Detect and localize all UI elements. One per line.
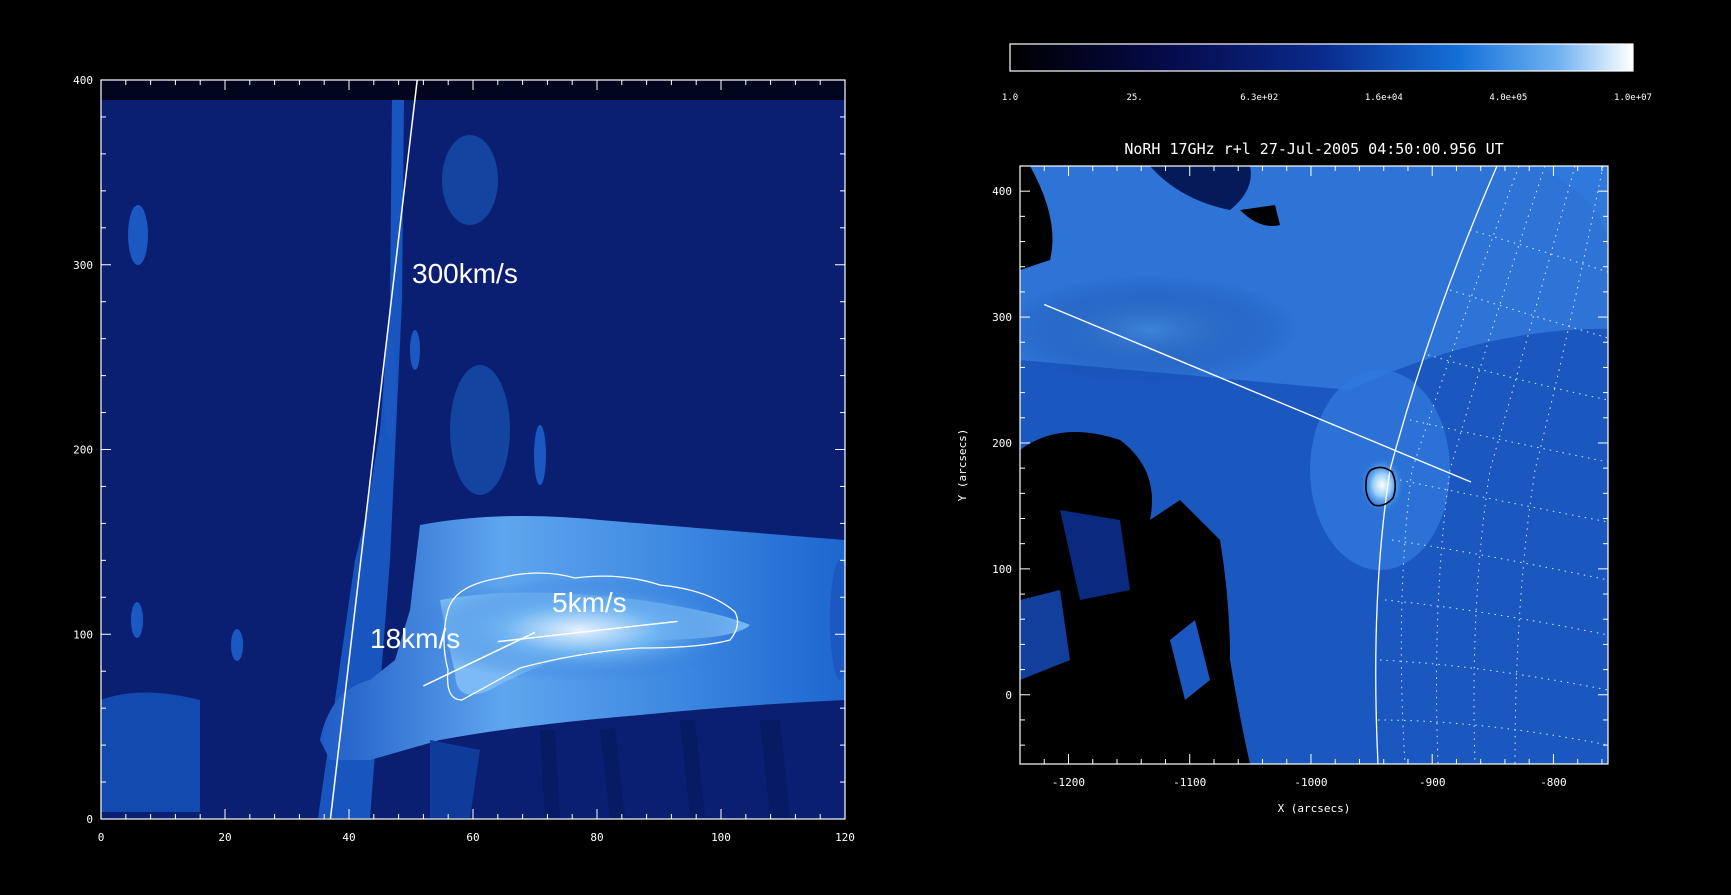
right-axis-ticks: -1200 -1100 -1000 -900 -800 0 100 200 300 400 (992, 165, 1608, 789)
x-tick-label: 100 (711, 831, 731, 844)
left-fit-lines (329, 79, 678, 820)
colorbar-tick-labels: 1.0 25. 6.3e+02 1.6e+04 4.0e+05 1.0e+07 (1002, 93, 1652, 103)
right-x-axis-title: X (arcsecs) (1278, 802, 1351, 815)
y-tick-label: 0 (86, 813, 93, 826)
colorbar-tick-label: 1.0e+07 (1614, 93, 1652, 103)
x-tick-label: -1100 (1173, 776, 1206, 789)
fit-line (497, 620, 678, 643)
y-tick-label: 400 (992, 185, 1012, 198)
x-tick-label: 120 (835, 831, 855, 844)
y-tick-label: 200 (73, 444, 93, 457)
x-tick-label: 80 (590, 831, 603, 844)
colorbar-tick-label: 1.0 (1002, 93, 1018, 103)
right-axes-frame (1019, 165, 1609, 765)
velocity-label: 5km/s (552, 587, 627, 618)
colorbar-tick-label: 25. (1126, 93, 1142, 103)
x-tick-label: -800 (1540, 776, 1567, 789)
left-heatmap-image (101, 80, 845, 819)
right-heatmap-image (1020, 166, 1608, 764)
y-tick-label: 200 (992, 437, 1012, 450)
colorbar-tick-label: 6.3e+02 (1240, 93, 1278, 103)
y-tick-label: 400 (73, 74, 93, 87)
heliographic-grid (1377, 166, 1608, 764)
x-tick-label: 0 (98, 831, 105, 844)
x-tick-label: -1200 (1052, 776, 1085, 789)
y-tick-label: 100 (73, 628, 93, 641)
right-panel: 1.0 25. 6.3e+02 1.6e+04 4.0e+05 1.0e+07 NoRH … (956, 43, 1652, 815)
colorbar-tick-label: 1.6e+04 (1365, 93, 1403, 103)
x-tick-label: 40 (342, 831, 355, 844)
left-axis-ticks: 0 20 40 60 80 100 120 0 100 200 300 400 (73, 74, 855, 844)
velocity-label: 300km/s (412, 258, 518, 289)
right-plot-title: NoRH 17GHz r+l 27-Jul-2005 04:50:00.956 … (1124, 140, 1503, 158)
left-annotation-labels: 300km/s 18km/s 5km/s (370, 258, 627, 654)
slit-line (1043, 303, 1472, 483)
x-tick-label: -900 (1419, 776, 1446, 789)
x-tick-label: -1000 (1294, 776, 1327, 789)
x-tick-label: 20 (218, 831, 231, 844)
velocity-label: 18km/s (370, 623, 460, 654)
y-tick-label: 300 (992, 311, 1012, 324)
right-y-axis-title: Y (arcsecs) (956, 429, 969, 502)
fit-line (329, 79, 418, 820)
fit-line (423, 631, 536, 687)
left-white-contour (443, 572, 739, 701)
source-contour (1365, 466, 1397, 507)
x-tick-label: 60 (466, 831, 479, 844)
y-tick-label: 0 (1005, 689, 1012, 702)
colorbar (1009, 43, 1634, 72)
left-panel: 300km/s 18km/s 5km/s 0 20 40 60 80 100 120 0 100 20… (73, 74, 855, 844)
y-tick-label: 100 (992, 563, 1012, 576)
colorbar-tick-label: 4.0e+05 (1489, 93, 1527, 103)
y-tick-label: 300 (73, 259, 93, 272)
